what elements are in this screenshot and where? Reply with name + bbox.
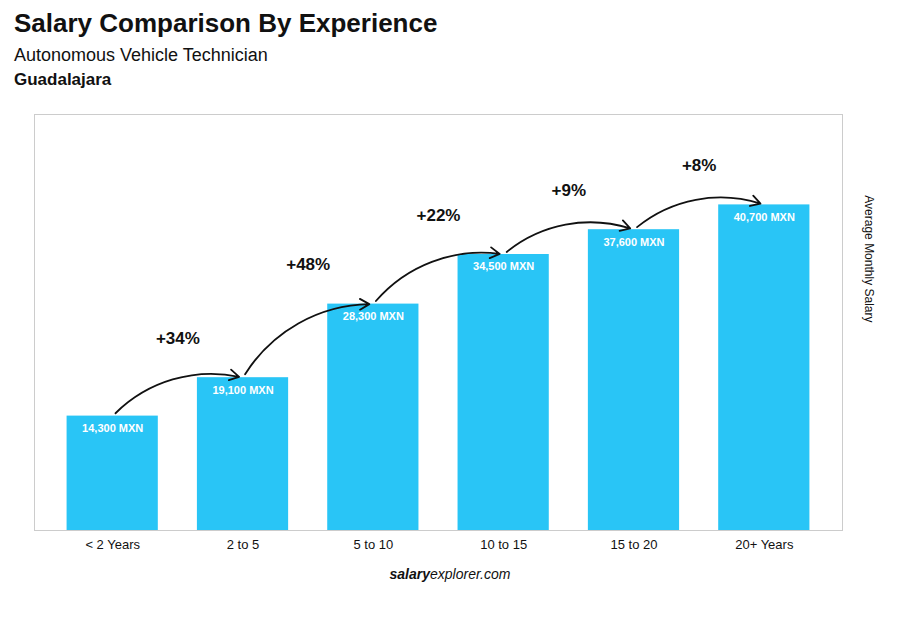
html-text:Autonomous Vehicle Technician: Autonomous Vehicle Technician [14,45,268,65]
svg-text:15 to 20: 15 to 20 [610,537,657,552]
svg-text:40,700 MXN: 40,700 MXN [734,211,795,223]
svg-text:14,300 MXN: 14,300 MXN [82,422,143,434]
svg-text:+8%: +8% [682,156,717,175]
svg-text:2 to 5: 2 to 5 [227,537,260,552]
html-text:Salary Comparison By Experienc: Salary Comparison By Experience [14,8,438,38]
svg-text:+9%: +9% [552,181,587,200]
svg-text:28,300 MXN: 28,300 MXN [343,310,404,322]
svg-text:34,500 MXN: 34,500 MXN [473,260,534,272]
svg-text:10 to 15: 10 to 15 [480,537,527,552]
svg-text:5 to 10: 5 to 10 [353,537,393,552]
svg-text:19,100 MXN: 19,100 MXN [212,384,273,396]
svg-text:Average Monthly Salary: Average Monthly Salary [862,195,876,322]
html-text:salary explorer.com: salary explorer.com [389,566,511,582]
svg-text:+48%: +48% [286,255,330,274]
html-text:Guadalajara: Guadalajara [14,70,112,89]
svg-text:37,600 MXN: 37,600 MXN [603,236,664,248]
svg-text:+22%: +22% [417,206,461,225]
svg-text:20+ Years: 20+ Years [735,537,794,552]
svg-text:< 2 Years: < 2 Years [85,537,140,552]
svg-text:+34%: +34% [156,329,200,348]
